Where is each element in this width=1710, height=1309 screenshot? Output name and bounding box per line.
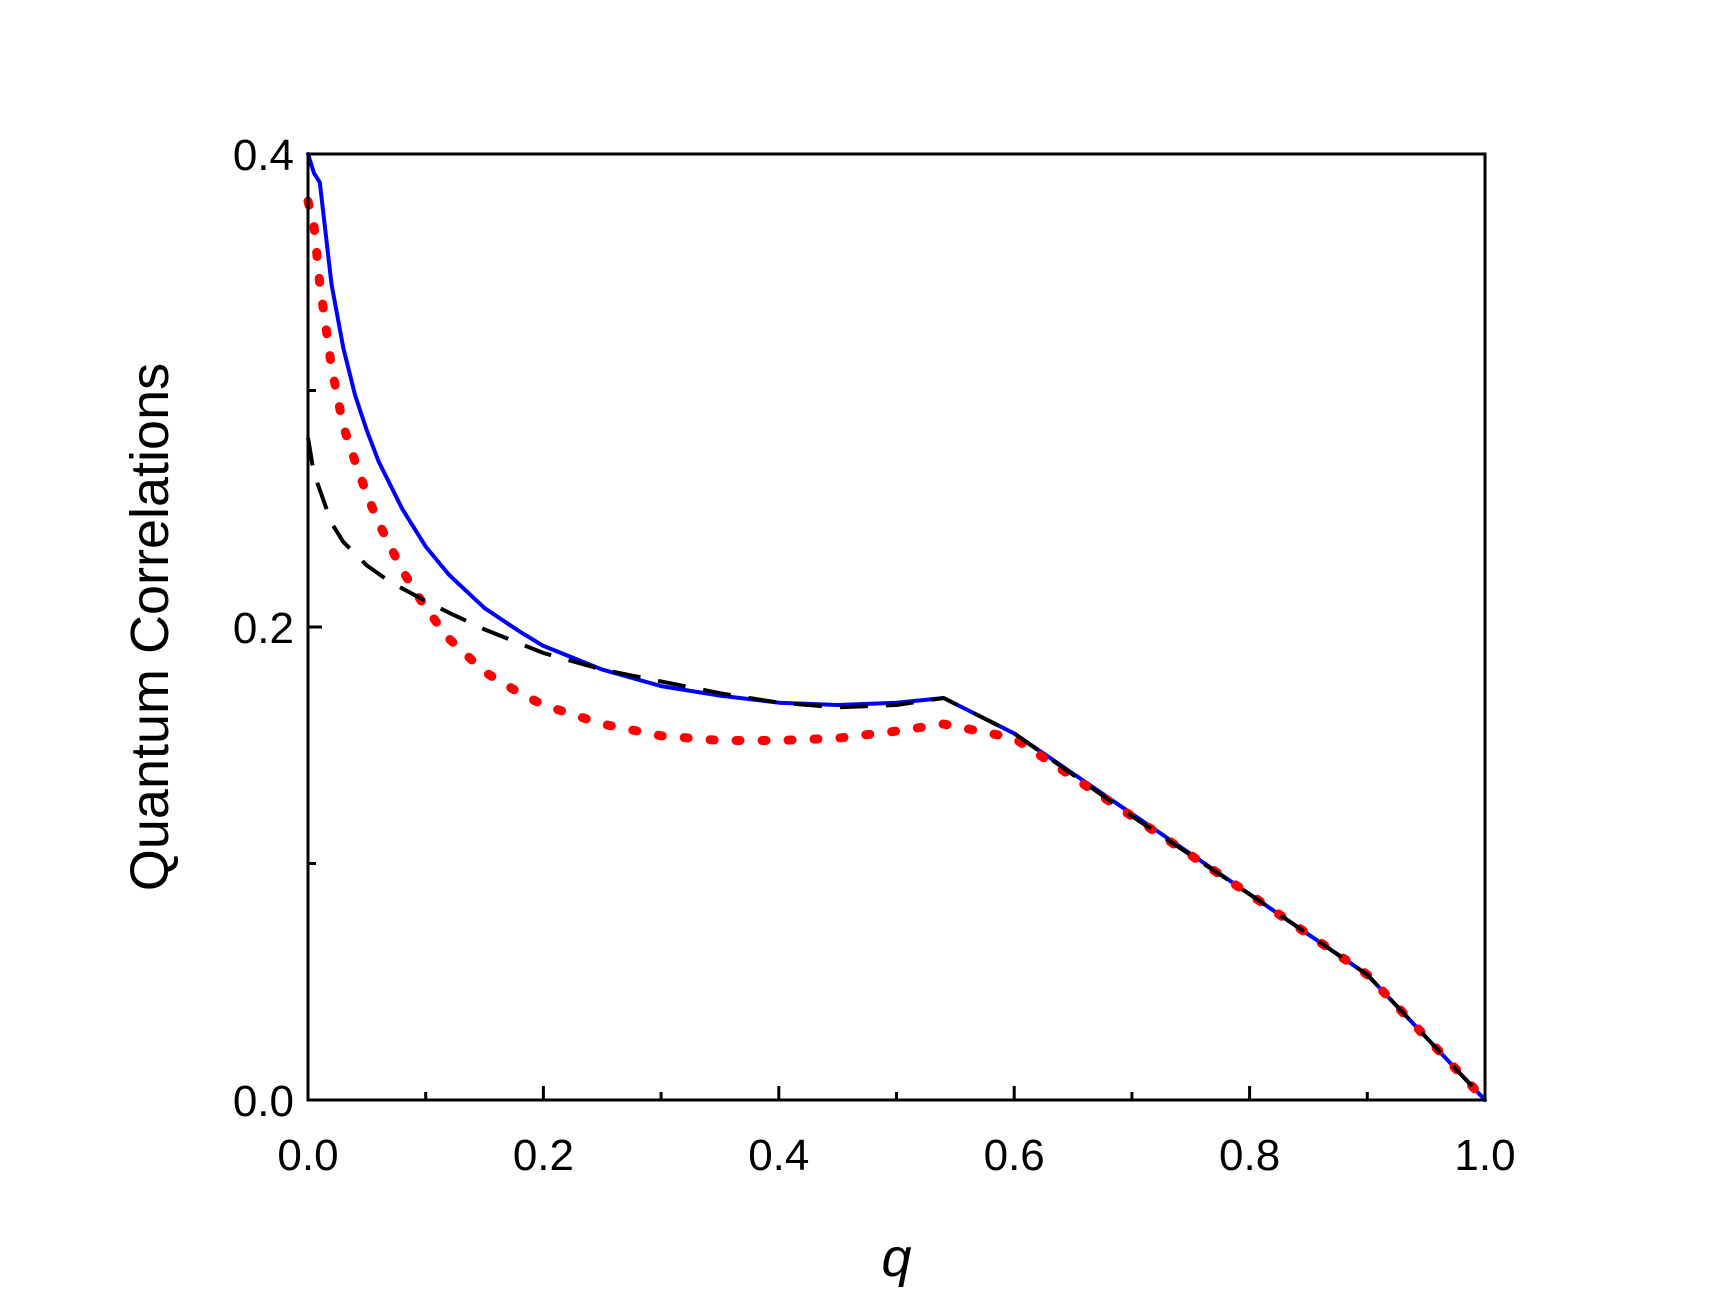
- x-tick-label: 0.6: [984, 1131, 1045, 1180]
- series-line-dotted: [303, 196, 1490, 1105]
- y-tick-label: 0.2: [233, 604, 294, 653]
- plot-frame: [306, 152, 1487, 1102]
- series-layer: [303, 152, 1490, 1105]
- x-tick-label: 1.0: [1454, 1131, 1515, 1180]
- series-line-dashed: [306, 437, 1487, 1102]
- x-tick-label: 0.8: [1219, 1131, 1280, 1180]
- y-tick-label: 0.4: [233, 131, 294, 180]
- x-tick-label: 0.2: [513, 1131, 574, 1180]
- x-axis-title: q: [881, 1228, 911, 1288]
- x-tick-label: 0.0: [277, 1131, 338, 1180]
- y-tick-label: 0.0: [233, 1077, 294, 1126]
- x-tick-label: 0.4: [748, 1131, 809, 1180]
- y-axis-title: Quantum Correlations: [120, 363, 180, 891]
- series-line-solid: [306, 152, 1487, 1102]
- ticks-layer: 0.0 0.2 0.4 0.6 0.8 1.0 0.0 0.2 0.4: [233, 131, 1516, 1180]
